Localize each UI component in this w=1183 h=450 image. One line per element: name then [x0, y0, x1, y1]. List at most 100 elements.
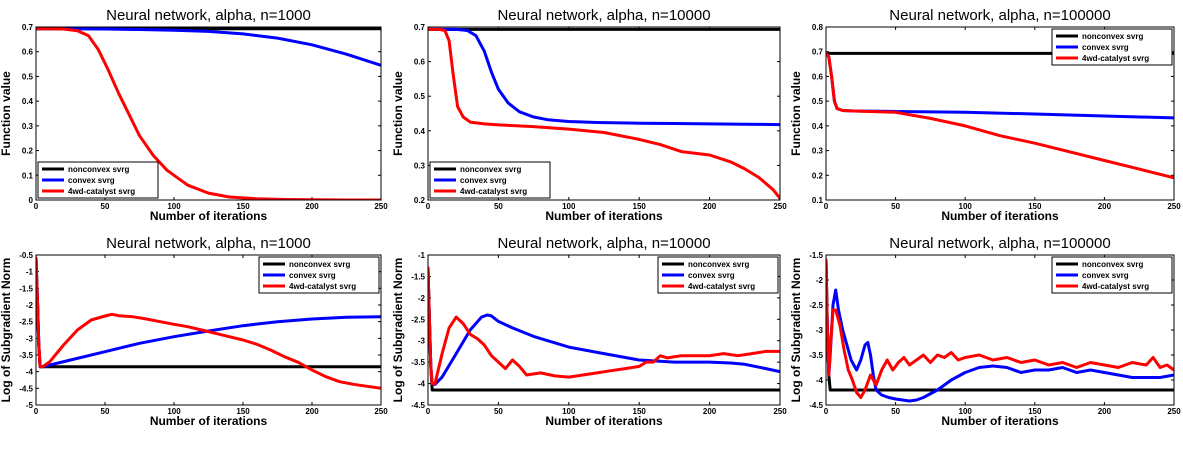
y-tick-label: -3.5: [19, 351, 33, 360]
y-tick-label: -2: [816, 276, 824, 285]
x-tick-label: 50: [891, 407, 900, 416]
x-tick-label: 150: [1028, 407, 1042, 416]
series-line-4wd-catalyst-svrg: [428, 27, 780, 200]
x-tick-label: 150: [633, 407, 647, 416]
y-tick-label: -1.5: [809, 251, 823, 260]
x-tick-label: 0: [426, 202, 431, 211]
y-tick-label: 0.2: [812, 171, 824, 180]
legend-entry: nonconvex svrg: [460, 165, 521, 174]
x-tick-label: 250: [1167, 202, 1181, 211]
y-tick-label: 0.1: [22, 171, 34, 180]
y-tick-label: -3: [816, 326, 824, 335]
x-axis-label: Number of iterations: [545, 209, 663, 223]
y-tick-label: 0.5: [812, 97, 824, 106]
x-tick-label: 0: [34, 407, 39, 416]
x-tick-label: 150: [236, 407, 250, 416]
x-tick-label: 0: [426, 407, 431, 416]
series-line-4wd-catalyst-svrg: [428, 266, 780, 386]
y-tick-label: -2.5: [809, 301, 823, 310]
x-tick-label: 0: [824, 202, 829, 211]
plot-frame: [35, 254, 382, 406]
x-tick-label: 150: [236, 202, 250, 211]
y-axis-label: Function value: [0, 71, 13, 156]
y-tick-label: 0.3: [812, 147, 824, 156]
x-tick-label: 50: [891, 202, 900, 211]
plot-frame: [35, 26, 382, 201]
y-axis-label: Log of Subgradient Norm: [0, 258, 13, 403]
y-tick-label: -3: [26, 334, 34, 343]
chart-panel-3: Neural network, alpha, n=100000 Number of…: [789, 7, 1181, 223]
legend: nonconvex svrg convex svrg 4wd-catalyst sv…: [1051, 256, 1173, 294]
y-tick-label: -1.5: [19, 284, 33, 293]
y-tick-label: 0.7: [414, 23, 426, 32]
series-line-convex-svrg: [428, 27, 780, 127]
legend: nonconvex svrg convex svrg 4wd-catalyst sv…: [657, 256, 779, 294]
y-tick-label: 0.4: [414, 127, 426, 136]
x-tick-label: 200: [703, 202, 717, 211]
x-axis-label: Number of iterations: [941, 209, 1059, 223]
y-tick-label: -4.5: [809, 401, 823, 410]
y-tick-label: -4.5: [411, 401, 425, 410]
y-tick-label: -4: [26, 368, 34, 377]
y-tick-label: -4: [418, 380, 426, 389]
x-tick-label: 250: [773, 202, 787, 211]
y-tick-label: -4: [816, 376, 824, 385]
chart-title: Neural network, alpha, n=1000: [106, 7, 311, 24]
x-tick-label: 50: [494, 407, 503, 416]
y-tick-label: -1: [26, 268, 34, 277]
x-tick-label: 200: [1098, 202, 1112, 211]
x-tick-label: 50: [101, 202, 110, 211]
y-axis-label: Function value: [391, 71, 405, 156]
y-tick-label: -2: [26, 301, 34, 310]
series-line-4wd-catalyst-svrg: [36, 27, 381, 200]
y-tick-label: 0.3: [22, 122, 34, 131]
x-axis-label: Number of iterations: [545, 414, 663, 428]
y-tick-label: -3: [418, 337, 426, 346]
legend-entry: nonconvex svrg: [1082, 32, 1143, 41]
x-tick-label: 50: [101, 407, 110, 416]
y-axis-label: Function value: [789, 71, 803, 156]
chart-title: Neural network, alpha, n=100000: [889, 7, 1110, 24]
y-tick-label: -1: [418, 251, 426, 260]
y-tick-label: 0.3: [414, 161, 426, 170]
legend-entry: convex svrg: [68, 176, 115, 185]
x-tick-label: 0: [34, 202, 39, 211]
legend-entry: 4wd-catalyst svrg: [1082, 54, 1149, 63]
chart-panel-2: Neural network, alpha, n=10000 Number of …: [391, 7, 787, 223]
y-tick-label: -4.5: [19, 384, 33, 393]
plot-frame: [427, 254, 781, 406]
x-axis-label: Number of iterations: [941, 414, 1059, 428]
legend-entry: nonconvex svrg: [68, 165, 129, 174]
y-tick-label: 0.4: [812, 122, 824, 131]
x-axis-label: Number of iterations: [150, 209, 268, 223]
y-tick-label: 0.6: [812, 72, 824, 81]
y-tick-label: -5: [26, 401, 34, 410]
legend-entry: nonconvex svrg: [1082, 260, 1143, 269]
y-tick-label: 0.6: [414, 58, 426, 67]
y-tick-label: -3.5: [411, 358, 425, 367]
y-tick-label: 0.2: [414, 196, 426, 205]
y-tick-label: 0: [29, 196, 34, 205]
y-tick-label: 0.2: [22, 147, 34, 156]
legend-entry: nonconvex svrg: [289, 260, 350, 269]
series-line-convex-svrg: [36, 27, 381, 67]
y-tick-label: 0.7: [22, 23, 34, 32]
y-tick-label: 0.5: [414, 92, 426, 101]
chart-panel-1: Neural network, alpha, n=1000 Number of i…: [0, 7, 388, 223]
y-tick-label: 0.4: [22, 97, 34, 106]
y-tick-label: 0.1: [812, 196, 824, 205]
series-line-4wd-catalyst-svrg: [826, 258, 1174, 399]
y-tick-label: 0.5: [22, 72, 34, 81]
x-tick-label: 150: [1028, 202, 1042, 211]
chart-panel-4: Neural network, alpha, n=1000 Number of i…: [0, 235, 388, 428]
x-tick-label: 50: [494, 202, 503, 211]
chart-title: Neural network, alpha, n=1000: [106, 235, 311, 252]
x-tick-label: 0: [824, 407, 829, 416]
x-tick-label: 200: [305, 202, 319, 211]
legend-entry: nonconvex svrg: [688, 260, 749, 269]
legend-entry: 4wd-catalyst svrg: [1082, 282, 1149, 291]
x-axis-label: Number of iterations: [150, 414, 268, 428]
plot-frame: [825, 254, 1175, 406]
y-tick-label: -1.5: [411, 272, 425, 281]
